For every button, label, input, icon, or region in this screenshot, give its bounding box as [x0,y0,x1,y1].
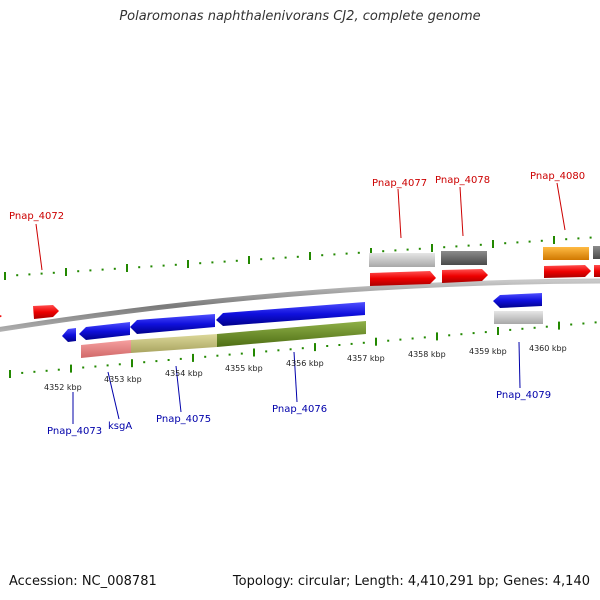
gene-arrow-reverse[interactable] [79,322,130,340]
genome-backbone [0,278,600,332]
reverse-strand-genes [62,293,543,358]
reverse-gene-labels: Pnap_4073 ksgA Pnap_4075 Pnap_4076 Pnap_… [47,390,551,437]
gene-block-darkgray[interactable] [593,246,600,259]
scale-labels: 4352 kbp 4353 kbp 4354 kbp 4355 kbp 4356… [44,344,567,392]
scale-label: 4356 kbp [286,359,324,368]
scale-label: 4354 kbp [165,369,203,378]
gene-arrow-forward[interactable] [0,313,2,320]
gene-block-khaki[interactable] [131,334,217,353]
forward-strand-genes [0,246,600,320]
scale-label: 4358 kbp [408,350,446,359]
gene-arrow-forward[interactable] [33,305,59,319]
scale-label: 4355 kbp [225,364,263,373]
gene-arrow-forward[interactable] [544,265,591,278]
forward-gene-labels: Pnap_4072 Pnap_4077 Pnap_4078 Pnap_4080 [9,171,585,222]
gene-arrow-forward[interactable] [594,265,600,277]
gene-block-gray[interactable] [369,253,435,267]
gene-arrow-forward[interactable] [370,271,436,286]
gene-label-pnap-4076[interactable]: Pnap_4076 [272,404,327,415]
gene-label-ksga[interactable]: ksgA [108,421,132,432]
gene-arrow-reverse[interactable] [130,314,215,334]
gene-label-pnap-4073[interactable]: Pnap_4073 [47,426,102,437]
gene-label-pnap-4077[interactable]: Pnap_4077 [372,178,427,189]
scale-label: 4357 kbp [347,354,385,363]
topology-summary: Topology: circular; Length: 4,410,291 bp… [232,574,590,589]
gene-arrow-forward[interactable] [442,269,488,283]
gene-block-gray[interactable] [494,311,543,324]
reverse-scale-ticks [9,321,597,378]
gene-block-darkgray[interactable] [441,251,487,265]
gene-label-pnap-4075[interactable]: Pnap_4075 [156,414,211,425]
genome-title: Polaromonas naphthalenivorans CJ2, compl… [119,9,481,24]
gene-label-pnap-4079[interactable]: Pnap_4079 [496,390,551,401]
accession-label: Accession: NC_008781 [9,574,157,589]
scale-label: 4352 kbp [44,383,82,392]
forward-leader-lines [35,182,566,271]
gene-label-pnap-4078[interactable]: Pnap_4078 [435,175,490,186]
gene-block-olive[interactable] [217,321,366,347]
gene-block-orange[interactable] [543,247,589,260]
gene-arrow-reverse[interactable] [62,328,76,342]
scale-label: 4359 kbp [469,347,507,356]
gene-label-pnap-4072[interactable]: Pnap_4072 [9,211,64,222]
reverse-leader-lines [72,341,521,424]
scale-label: 4360 kbp [529,344,567,353]
gene-block-pink[interactable] [81,340,131,358]
gene-arrow-reverse[interactable] [493,293,542,308]
gene-label-pnap-4080[interactable]: Pnap_4080 [530,171,585,182]
scale-label: 4353 kbp [104,375,142,384]
forward-scale-ticks [4,236,592,280]
gene-arrow-reverse[interactable] [216,302,365,326]
